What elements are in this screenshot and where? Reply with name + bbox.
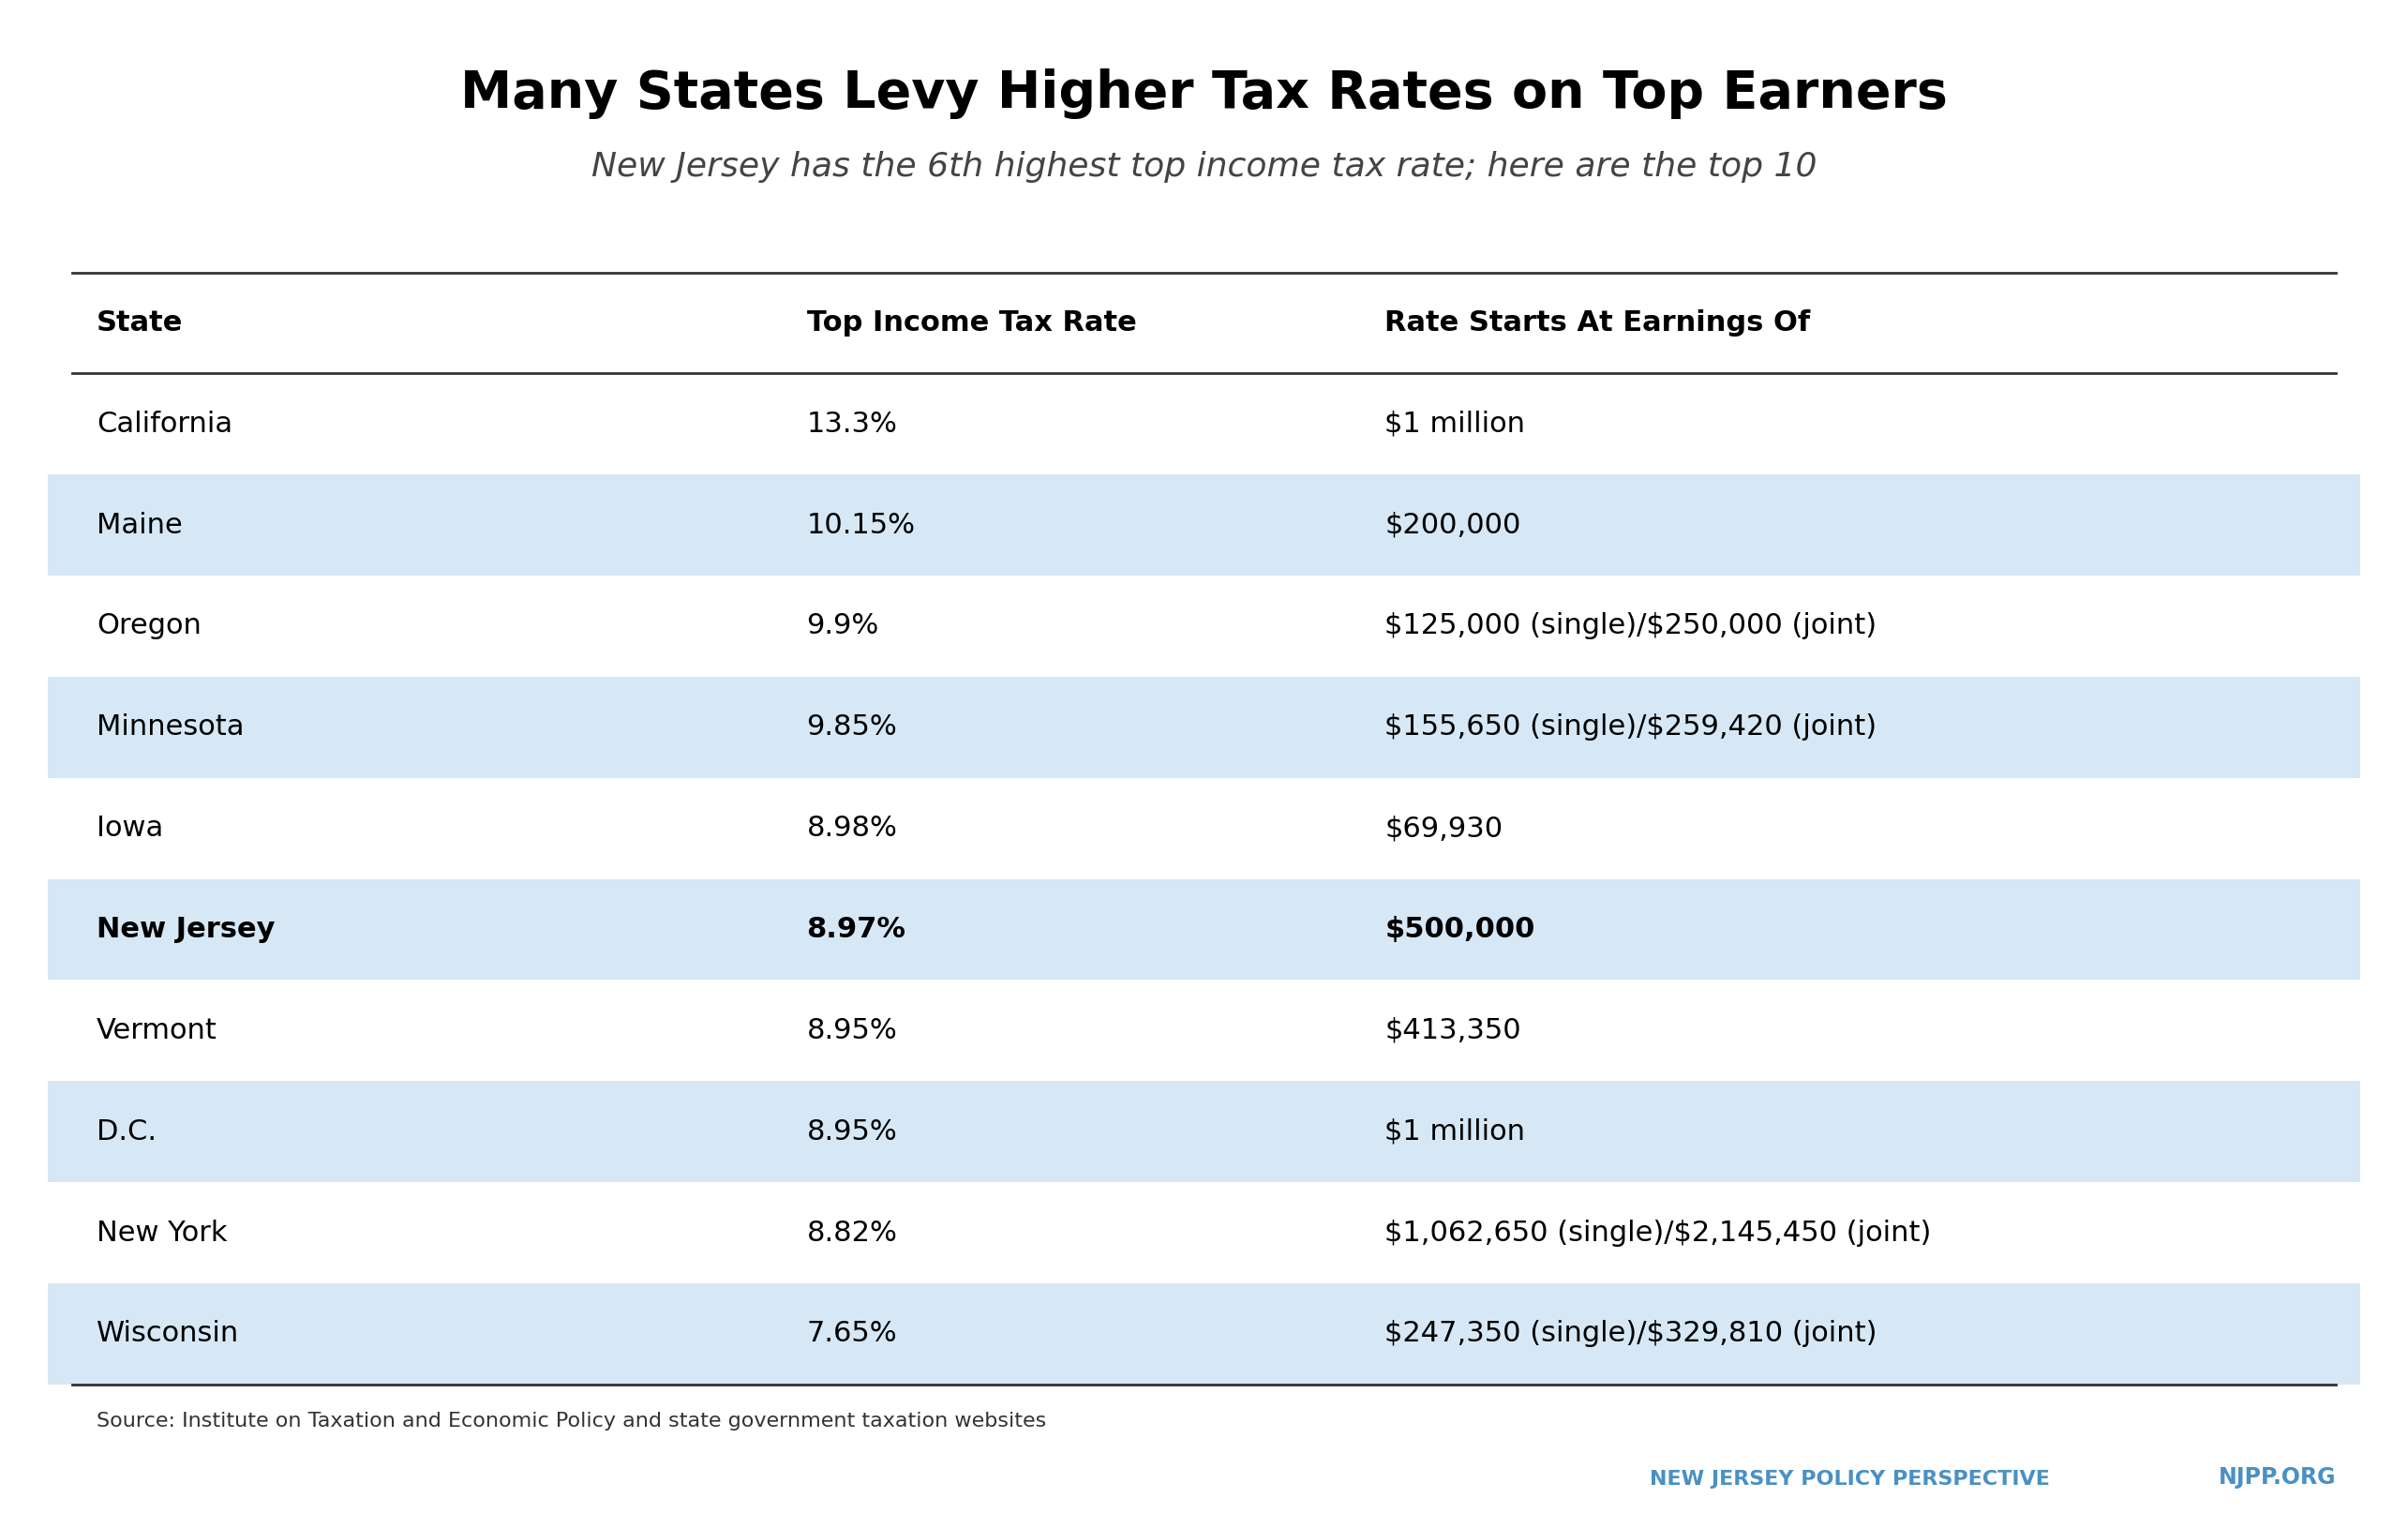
- Text: Rate Starts At Earnings Of: Rate Starts At Earnings Of: [1385, 309, 1811, 336]
- Text: $200,000: $200,000: [1385, 511, 1522, 539]
- Text: Wisconsin: Wisconsin: [96, 1321, 238, 1348]
- Text: 8.82%: 8.82%: [807, 1219, 898, 1247]
- Bar: [48, 676, 2360, 778]
- Text: 8.97%: 8.97%: [807, 915, 905, 943]
- Text: $1 million: $1 million: [1385, 410, 1524, 437]
- Text: $413,350: $413,350: [1385, 1017, 1522, 1044]
- Text: $69,930: $69,930: [1385, 816, 1503, 841]
- Text: Many States Levy Higher Tax Rates on Top Earners: Many States Levy Higher Tax Rates on Top…: [460, 68, 1948, 118]
- Text: $125,000 (single)/$250,000 (joint): $125,000 (single)/$250,000 (joint): [1385, 613, 1876, 640]
- Text: 8.95%: 8.95%: [807, 1017, 898, 1044]
- Text: New Jersey: New Jersey: [96, 915, 275, 943]
- Bar: [48, 879, 2360, 980]
- Text: 13.3%: 13.3%: [807, 410, 898, 437]
- Text: 7.65%: 7.65%: [807, 1321, 898, 1348]
- Text: New Jersey has the 6th highest top income tax rate; here are the top 10: New Jersey has the 6th highest top incom…: [592, 151, 1816, 183]
- Text: 8.95%: 8.95%: [807, 1118, 898, 1145]
- Bar: [48, 475, 2360, 575]
- Text: Iowa: Iowa: [96, 816, 164, 841]
- Text: Minnesota: Minnesota: [96, 714, 243, 741]
- Text: $155,650 (single)/$259,420 (joint): $155,650 (single)/$259,420 (joint): [1385, 714, 1876, 741]
- Text: D.C.: D.C.: [96, 1118, 157, 1145]
- Text: State: State: [96, 309, 183, 336]
- Text: Oregon: Oregon: [96, 613, 202, 640]
- Text: NJPP.ORG: NJPP.ORG: [2218, 1466, 2336, 1489]
- Text: 10.15%: 10.15%: [807, 511, 915, 539]
- Text: New York: New York: [96, 1219, 226, 1247]
- Text: Source: Institute on Taxation and Economic Policy and state government taxation : Source: Institute on Taxation and Econom…: [96, 1412, 1045, 1430]
- Text: Maine: Maine: [96, 511, 183, 539]
- Text: California: California: [96, 410, 231, 437]
- Text: Vermont: Vermont: [96, 1017, 217, 1044]
- Text: $1,062,650 (single)/$2,145,450 (joint): $1,062,650 (single)/$2,145,450 (joint): [1385, 1219, 1931, 1247]
- Text: Top Income Tax Rate: Top Income Tax Rate: [807, 309, 1137, 336]
- Text: 9.9%: 9.9%: [807, 613, 879, 640]
- Bar: [48, 1082, 2360, 1182]
- Text: 8.98%: 8.98%: [807, 816, 898, 841]
- Text: $500,000: $500,000: [1385, 915, 1534, 943]
- Text: NEW JERSEY POLICY PERSPECTIVE: NEW JERSEY POLICY PERSPECTIVE: [1649, 1471, 2049, 1489]
- Text: $247,350 (single)/$329,810 (joint): $247,350 (single)/$329,810 (joint): [1385, 1321, 1878, 1348]
- Text: $1 million: $1 million: [1385, 1118, 1524, 1145]
- Text: 9.85%: 9.85%: [807, 714, 898, 741]
- Bar: [48, 1283, 2360, 1384]
